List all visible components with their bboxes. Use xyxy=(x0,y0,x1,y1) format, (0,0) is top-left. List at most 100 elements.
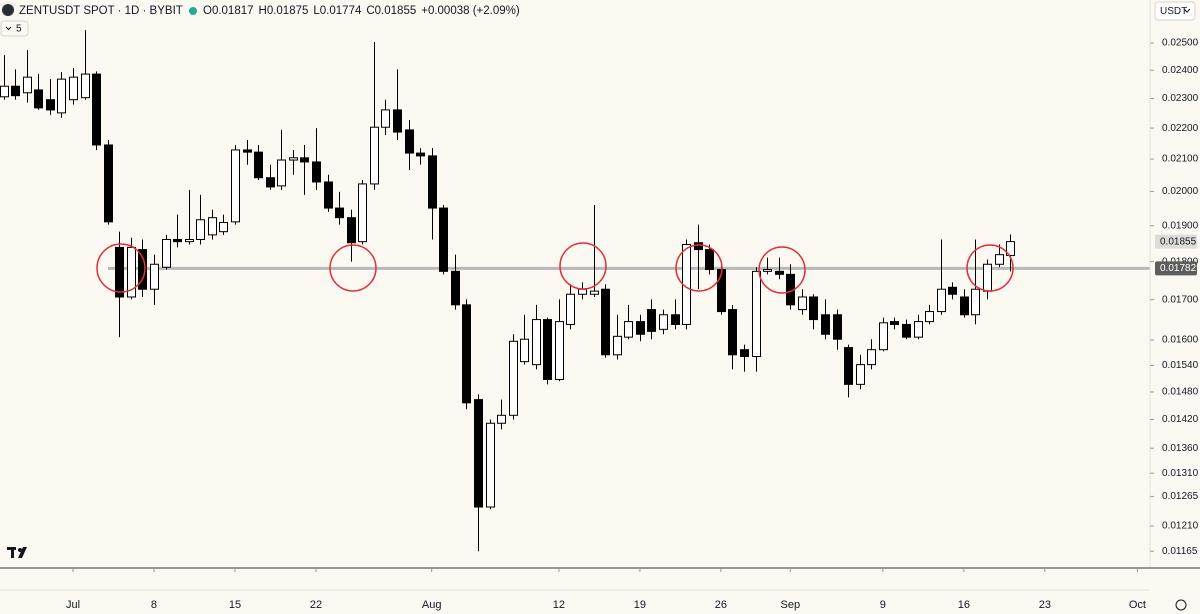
candle-body xyxy=(624,321,633,338)
candle-body xyxy=(520,338,529,363)
price-label: 0.01782 xyxy=(1160,263,1197,274)
candle-body xyxy=(960,296,969,316)
ohlc-value: H0.01875 xyxy=(259,5,309,17)
candle-body xyxy=(428,155,437,209)
chevron xyxy=(1183,8,1191,13)
candle-body xyxy=(439,207,448,272)
plot xyxy=(0,30,1150,552)
candle-body xyxy=(92,73,101,146)
candle-body xyxy=(763,268,772,272)
candle-body xyxy=(324,181,333,209)
tv-logo xyxy=(7,547,27,558)
candle-body xyxy=(728,309,737,356)
candle-body xyxy=(57,78,66,114)
ohlc-value: C0.01855 xyxy=(366,5,416,17)
candle-body xyxy=(416,152,425,157)
candle-body xyxy=(34,89,43,109)
y-tick-label: 0.01265 xyxy=(1162,491,1199,502)
candle-body xyxy=(752,270,761,357)
x-tick-label: Aug xyxy=(422,599,442,611)
circle xyxy=(675,244,723,292)
candle-body xyxy=(370,126,379,185)
annotation-circles xyxy=(96,242,1014,294)
x-tick-label: 15 xyxy=(229,599,241,611)
candle-body xyxy=(532,319,541,366)
chevron xyxy=(5,26,12,31)
candle-body xyxy=(925,311,934,323)
ohlc-value: O0.01817 xyxy=(203,5,254,17)
settings-icon[interactable] xyxy=(1175,599,1187,611)
candle-body xyxy=(937,288,946,313)
currency-label: USDT xyxy=(1160,6,1187,17)
candle-body xyxy=(879,322,888,351)
candle-body xyxy=(659,314,668,330)
candle-body xyxy=(312,161,321,183)
candle-body xyxy=(798,296,807,311)
candle-body xyxy=(266,177,275,188)
candle-body xyxy=(705,249,714,270)
candle-body xyxy=(173,238,182,243)
y-tick-label: 0.02300 xyxy=(1162,93,1199,104)
candle-body xyxy=(162,238,171,268)
candle-body xyxy=(613,335,622,356)
x-tick-label: 12 xyxy=(553,599,565,611)
ohlc-value: L0.01774 xyxy=(313,5,362,17)
interval-badge[interactable] xyxy=(0,20,29,37)
y-tick-label: 0.01600 xyxy=(1162,335,1199,346)
candle-body xyxy=(971,288,980,316)
candle-body xyxy=(231,149,240,223)
candle-body xyxy=(277,159,286,187)
y-tick-label: 0.01210 xyxy=(1162,521,1199,532)
candle-body xyxy=(902,323,911,338)
candle-body xyxy=(289,157,298,161)
candle-body xyxy=(694,242,703,251)
x-tick-label: 22 xyxy=(310,599,322,611)
y-tick-label: 0.02400 xyxy=(1162,65,1199,76)
candle-body xyxy=(474,399,483,508)
x-tick-label: 9 xyxy=(880,599,886,611)
y-tick-label: 0.02100 xyxy=(1162,154,1199,165)
candle-body xyxy=(81,73,90,99)
candle-body xyxy=(647,309,656,332)
candle-body xyxy=(462,304,471,404)
ohlc-legend: O0.01817 H0.01875 L0.01774 C0.01855 +0.00038… xyxy=(203,5,520,17)
candle-body xyxy=(335,207,344,219)
x-tick-label: 26 xyxy=(715,599,727,611)
x-tick-label: 19 xyxy=(634,599,646,611)
candle-body xyxy=(809,296,818,321)
candle-body xyxy=(833,314,842,340)
candle-body xyxy=(601,288,610,356)
candle-body xyxy=(497,414,506,424)
y-tick-label: 0.01360 xyxy=(1162,443,1199,454)
candle-body xyxy=(821,314,830,335)
candle-body xyxy=(948,286,957,295)
y-tick-label: 0.02500 xyxy=(1162,38,1199,49)
candle-body xyxy=(555,321,564,380)
candle-body xyxy=(0,85,9,98)
currency-button[interactable] xyxy=(1154,1,1196,21)
logo-part xyxy=(18,548,22,552)
candle-body xyxy=(219,222,228,233)
candle-body xyxy=(23,76,32,94)
candle-body xyxy=(566,293,575,325)
candle-body xyxy=(243,149,252,153)
x-tick-label: Jul xyxy=(66,599,80,611)
y-tick-label: 0.01900 xyxy=(1162,220,1199,231)
candle-body xyxy=(347,217,356,244)
candle-body xyxy=(636,321,645,335)
candle-body xyxy=(127,246,136,298)
candle-body xyxy=(486,422,495,508)
y-tick-label: 0.02200 xyxy=(1162,123,1199,134)
candle-body xyxy=(208,217,217,236)
candle-body xyxy=(578,288,587,295)
candle-body xyxy=(671,314,680,325)
candle-body xyxy=(543,319,552,380)
y-tick-label: 0.01700 xyxy=(1162,294,1199,305)
circle xyxy=(758,246,806,294)
candle-body xyxy=(300,157,309,163)
logo-part xyxy=(18,547,27,558)
candle-body xyxy=(46,99,55,111)
candle-body xyxy=(890,321,899,325)
candle-body xyxy=(405,129,414,154)
candle-body xyxy=(844,347,853,385)
